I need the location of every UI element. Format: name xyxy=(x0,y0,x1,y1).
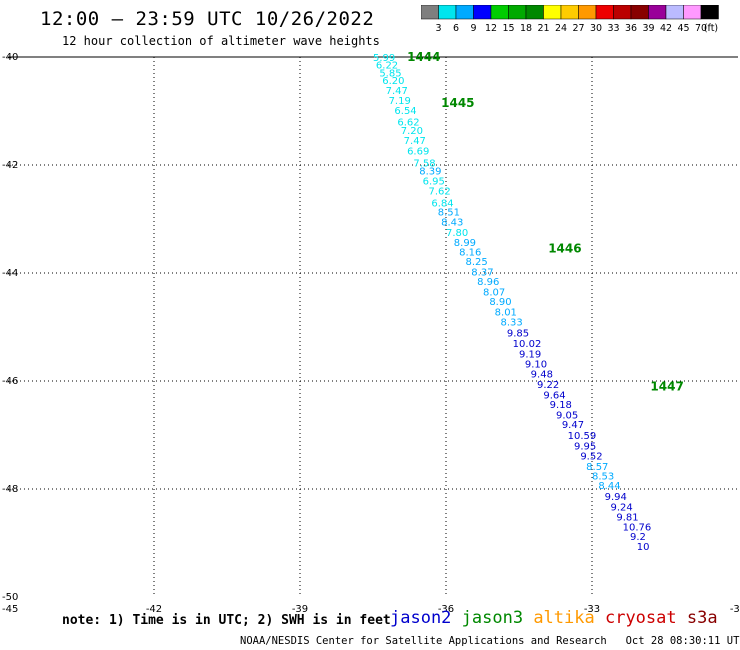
colorbar-unit: (ft) xyxy=(704,23,718,34)
colorbar-label: 39 xyxy=(642,23,654,34)
colorbar-label: 9 xyxy=(470,23,476,34)
colorbar-label: 30 xyxy=(590,23,602,34)
swh-value-label: 8.57 xyxy=(586,462,608,473)
legend-altika: altika xyxy=(533,608,605,628)
swh-value-label: 10.76 xyxy=(623,522,652,533)
legend-jason2: jason2 xyxy=(390,608,462,628)
x-tick-label: -30 xyxy=(730,604,740,615)
swh-value-label: 8.43 xyxy=(441,218,463,229)
swh-value-label: 9.94 xyxy=(605,492,627,503)
swh-value-label: 9.52 xyxy=(580,452,602,463)
swh-value-label: 9.48 xyxy=(531,369,553,380)
x-tick-label: -45 xyxy=(2,604,18,615)
colorbar-label: 6 xyxy=(453,23,459,34)
x-tick-label: -39 xyxy=(292,604,308,615)
swh-value-label: 8.33 xyxy=(501,318,523,329)
swh-value-label: 7.20 xyxy=(401,126,423,137)
swh-value-label: 8.37 xyxy=(471,267,493,278)
swh-value-label: 8.16 xyxy=(459,247,481,258)
swh-value-label: 8.96 xyxy=(477,277,499,288)
colorbar-label: 42 xyxy=(660,23,672,34)
swh-value-label: 7.19 xyxy=(389,96,411,107)
swh-value-label: 8.90 xyxy=(489,297,511,308)
colorbar-label: 3 xyxy=(435,23,441,34)
x-tick-label: -42 xyxy=(146,604,162,615)
swh-value-label: 10.02 xyxy=(513,339,542,350)
swh-value-label: 6.84 xyxy=(431,198,453,209)
legend-s3a: s3a xyxy=(686,608,718,628)
pass-number-label: 1445 xyxy=(441,96,474,110)
swh-value-label: 8.25 xyxy=(465,257,487,268)
swh-value-label: 8.53 xyxy=(592,472,614,483)
swh-value-label: 6.62 xyxy=(397,117,419,128)
swh-value-label: 10 xyxy=(637,542,650,553)
swh-value-label: 6.69 xyxy=(407,146,429,157)
swh-colorbar: 3 6 9 12 15 18 21 24 27 30 33 36 39 42 45 70(ft) xyxy=(421,5,719,34)
satellite-legend: jason2 jason3 altika cryosat s3a xyxy=(390,608,718,628)
swh-value-label: 9.95 xyxy=(574,441,596,452)
colorbar-label: 12 xyxy=(485,23,497,34)
colorbar-swatch xyxy=(700,5,719,20)
swh-value-label: 9.2 xyxy=(630,532,646,543)
pass-number-label: 1446 xyxy=(548,242,581,256)
swh-value-label: 9.19 xyxy=(519,349,541,360)
swh-value-label: 6.54 xyxy=(394,106,416,117)
swh-value-label: 5.99 xyxy=(373,53,395,64)
y-tick-label: -42 xyxy=(2,160,18,171)
swh-value-label: 6.22 xyxy=(376,61,398,72)
colorbar-label: 21 xyxy=(537,23,549,34)
map-title: 12:00 – 23:59 UTC 10/26/2022 xyxy=(40,8,375,30)
swh-value-label: 9.10 xyxy=(525,360,547,371)
swh-value-label: 7.47 xyxy=(404,136,426,147)
pass-number-label: 1444 xyxy=(407,50,440,64)
swh-value-label: 7.62 xyxy=(428,186,450,197)
swh-value-label: 8.51 xyxy=(438,207,460,218)
swh-value-label: 9.85 xyxy=(507,328,529,339)
footnote: note: 1) Time is in UTC; 2) SWH is in fe… xyxy=(62,613,391,628)
swh-value-label: 9.81 xyxy=(616,513,638,524)
swh-value-label: 7.80 xyxy=(446,228,468,239)
swh-value-label: 8.44 xyxy=(598,481,620,492)
swh-value-label: 8.39 xyxy=(419,166,441,177)
map-subtitle: 12 hour collection of altimeter wave hei… xyxy=(62,34,380,48)
colorbar-label: 70 xyxy=(695,23,707,34)
swh-value-label: 9.18 xyxy=(550,400,572,411)
swh-value-label: 6.95 xyxy=(423,177,445,188)
x-tick-label: -36 xyxy=(438,604,454,615)
credit-line: NOAA/NESDIS Center for Satellite Applica… xyxy=(240,635,740,647)
swh-value-label: 8.01 xyxy=(495,307,517,318)
legend-cryosat: cryosat xyxy=(604,608,687,628)
swh-value-label: 9.05 xyxy=(556,410,578,421)
colorbar-label: 24 xyxy=(555,23,567,34)
swh-value-label: 6.20 xyxy=(382,76,404,87)
colorbar-label: 45 xyxy=(677,23,689,34)
colorbar-label: 33 xyxy=(607,23,619,34)
swh-value-label: 9.64 xyxy=(543,391,565,402)
x-tick-label: -33 xyxy=(584,604,600,615)
swh-value-label: 8.99 xyxy=(454,238,476,249)
colorbar-label: 18 xyxy=(520,23,532,34)
colorbar-label: 27 xyxy=(572,23,584,34)
y-tick-label: -46 xyxy=(2,376,18,387)
swh-value-label: 8.07 xyxy=(483,287,505,298)
swh-value-label: 9.24 xyxy=(610,502,632,513)
swh-value-label: 5.85 xyxy=(379,69,401,80)
swh-value-label: 7.58 xyxy=(413,158,435,169)
colorbar-label: 15 xyxy=(502,23,514,34)
y-tick-label: -50 xyxy=(2,592,18,603)
y-tick-label: -40 xyxy=(2,52,18,63)
swh-value-label: 7.47 xyxy=(386,86,408,97)
y-tick-label: -44 xyxy=(2,268,18,279)
swh-value-label: 10.59 xyxy=(568,431,597,442)
y-tick-label: -48 xyxy=(2,484,18,495)
legend-jason3: jason3 xyxy=(461,608,534,628)
pass-number-label: 1447 xyxy=(650,379,683,393)
swh-value-label: 9.22 xyxy=(537,380,559,391)
swh-value-label: 9.47 xyxy=(562,420,584,431)
colorbar-label: 36 xyxy=(625,23,637,34)
